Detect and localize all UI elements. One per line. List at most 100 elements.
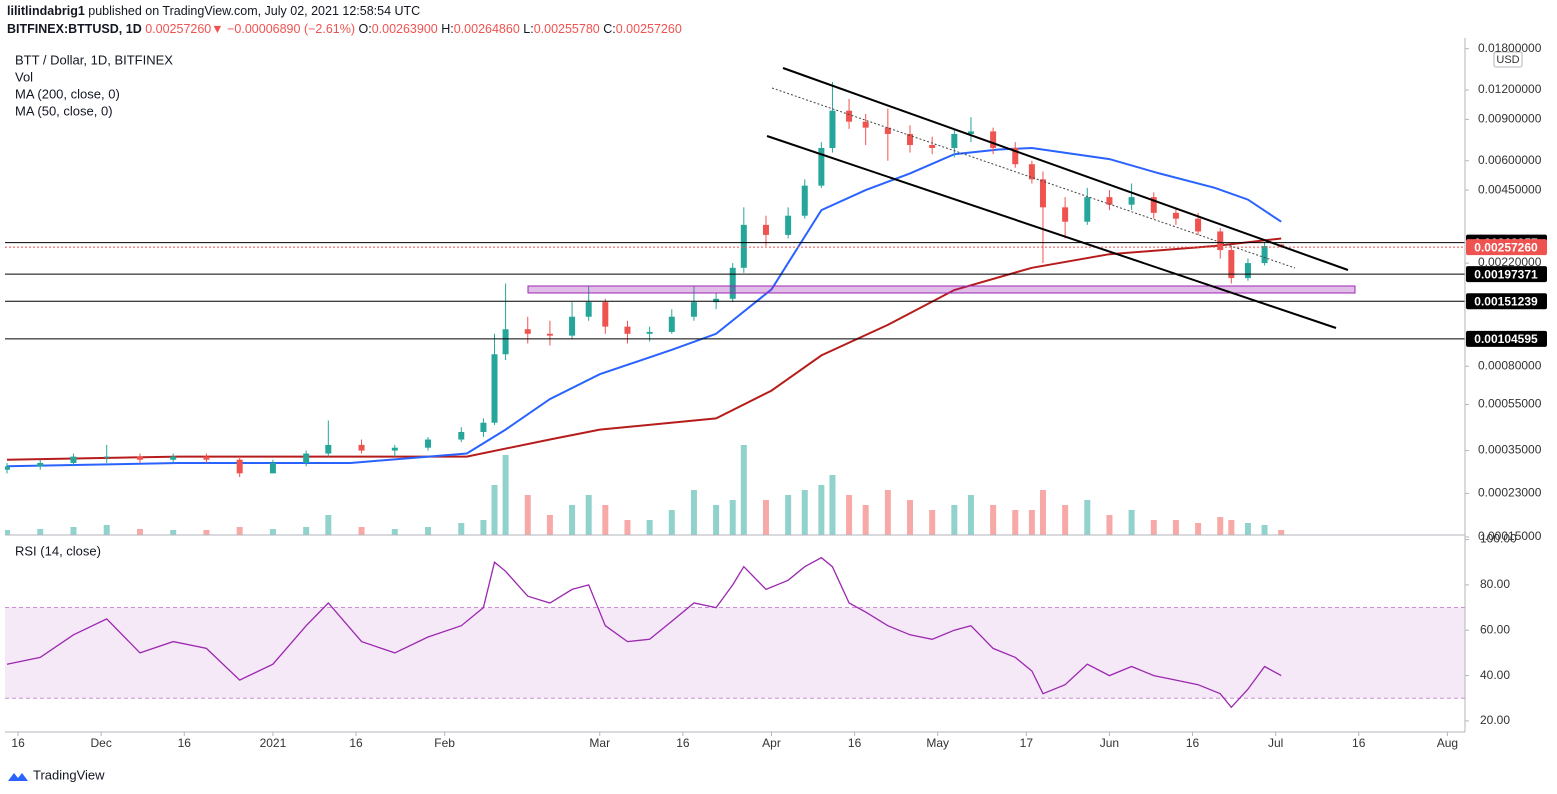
- candle-body: [785, 215, 792, 235]
- candle-body: [801, 185, 808, 216]
- candle-body: [907, 133, 914, 146]
- candle-body: [585, 302, 592, 317]
- x-tick-label: 16: [1352, 736, 1366, 750]
- c-label: C:: [603, 22, 616, 36]
- y-tick-label: 0.00450000: [1478, 182, 1542, 196]
- level-tag: [1466, 239, 1547, 256]
- volume-bar: [762, 500, 769, 535]
- level-tag: [1466, 266, 1547, 283]
- volume-bar: [502, 455, 509, 535]
- y-tick-label: 20.00: [1480, 713, 1510, 727]
- rsi-band-layer: [5, 607, 1465, 699]
- candle-body: [170, 456, 177, 460]
- x-tick-label: 17: [1020, 736, 1034, 750]
- level-label: 0.00257260: [1474, 240, 1538, 254]
- volume-bar: [951, 505, 958, 535]
- y-tick-label: 0.00035000: [1478, 443, 1542, 457]
- candle-body: [740, 224, 747, 268]
- volume-bar: [1244, 523, 1251, 535]
- volume-bar: [236, 527, 243, 535]
- currency-box: [1493, 51, 1523, 68]
- level-label: 0.00197371: [1474, 267, 1538, 281]
- volume-bar: [729, 500, 736, 535]
- candle-body: [646, 331, 653, 334]
- candle-body: [70, 456, 77, 463]
- candle-body: [325, 444, 332, 454]
- volume-bar: [325, 515, 332, 535]
- candle-body: [929, 145, 936, 148]
- y-tick-label: 0.01800000: [1478, 41, 1542, 55]
- legend-rsi: RSI (14, close): [15, 543, 101, 558]
- volume-bar: [170, 530, 177, 535]
- volume-bar: [646, 520, 653, 535]
- volume-bar: [1012, 510, 1019, 535]
- volume-bar: [907, 500, 914, 535]
- volume-bar: [546, 515, 553, 535]
- x-tick-label: 16: [178, 736, 192, 750]
- x-tick-label: Jul: [1268, 736, 1283, 750]
- y-tick-label: 40.00: [1480, 668, 1510, 682]
- rsi-line: [6, 556, 1282, 709]
- y-tick-label: 0.00055000: [1478, 397, 1542, 411]
- candle-body: [236, 459, 243, 474]
- y-tick-label: 0.00220000: [1478, 255, 1542, 269]
- candle-body: [884, 127, 891, 134]
- volume-bar: [624, 520, 631, 535]
- channel-lower: [766, 135, 1337, 329]
- candle-body: [1228, 250, 1235, 279]
- legend-title: BTT / Dollar, 1D, BITFINEX: [15, 52, 173, 67]
- x-tick-label: Jun: [1100, 736, 1119, 750]
- volume-bar: [1217, 517, 1224, 535]
- candle-body: [729, 267, 736, 299]
- candle-body: [951, 133, 958, 148]
- volume-bar: [70, 527, 77, 535]
- support-zone: [527, 285, 1356, 294]
- candle-body: [1028, 164, 1035, 180]
- volume-bar: [1195, 523, 1202, 535]
- candle-body: [5, 466, 10, 470]
- currency: USD: [1496, 54, 1519, 66]
- y-tick-label: 100.00: [1480, 532, 1517, 546]
- volume-bar: [1261, 525, 1268, 535]
- volume-bar: [37, 529, 44, 535]
- volume-bar: [713, 505, 720, 535]
- x-tick-label: 16: [848, 736, 862, 750]
- candle-body: [846, 110, 853, 122]
- volume-bar: [1039, 490, 1046, 535]
- candle-body: [569, 316, 576, 336]
- volume-bar: [929, 510, 936, 535]
- candle-body: [491, 354, 498, 423]
- volume-bar: [801, 490, 808, 535]
- volume-bar: [967, 495, 974, 535]
- candle-body: [1244, 263, 1251, 279]
- candle-body: [269, 462, 276, 474]
- h-label: H:: [441, 22, 454, 36]
- y-tick-label: 80.00: [1480, 577, 1510, 591]
- quote-line: BITFINEX:BTTUSD, 1D 0.00257260▼ −0.00006…: [7, 22, 682, 36]
- y-tick-label: 0.00015000: [1478, 529, 1542, 543]
- candle-body: [136, 456, 143, 460]
- moving-average: [6, 237, 1282, 461]
- moving-average: [6, 146, 1282, 468]
- o-label: O:: [358, 22, 372, 36]
- volume-bar: [1028, 510, 1035, 535]
- candle-body: [480, 422, 487, 432]
- x-tick-label: Dec: [91, 736, 112, 750]
- volume-bar: [884, 490, 891, 535]
- candle-body: [1261, 246, 1268, 264]
- y-tick-label: 0.00600000: [1478, 153, 1542, 167]
- candle-body: [546, 333, 553, 336]
- volume-bar: [5, 530, 10, 535]
- candle-body: [1128, 197, 1135, 205]
- y-tick-label: 0.00900000: [1478, 112, 1542, 126]
- x-tick-label: 16: [11, 736, 25, 750]
- volume-bar: [1062, 505, 1069, 535]
- rsi-band: [5, 607, 1465, 699]
- candle-body: [391, 447, 398, 451]
- level-tag: [1466, 330, 1547, 347]
- x-tick-label: Aug: [1437, 736, 1458, 750]
- volume-bar: [136, 529, 143, 535]
- candle-body: [624, 326, 631, 334]
- brand-name: TradingView: [33, 767, 105, 782]
- symbol: BITFINEX:BTTUSD, 1D: [7, 22, 142, 36]
